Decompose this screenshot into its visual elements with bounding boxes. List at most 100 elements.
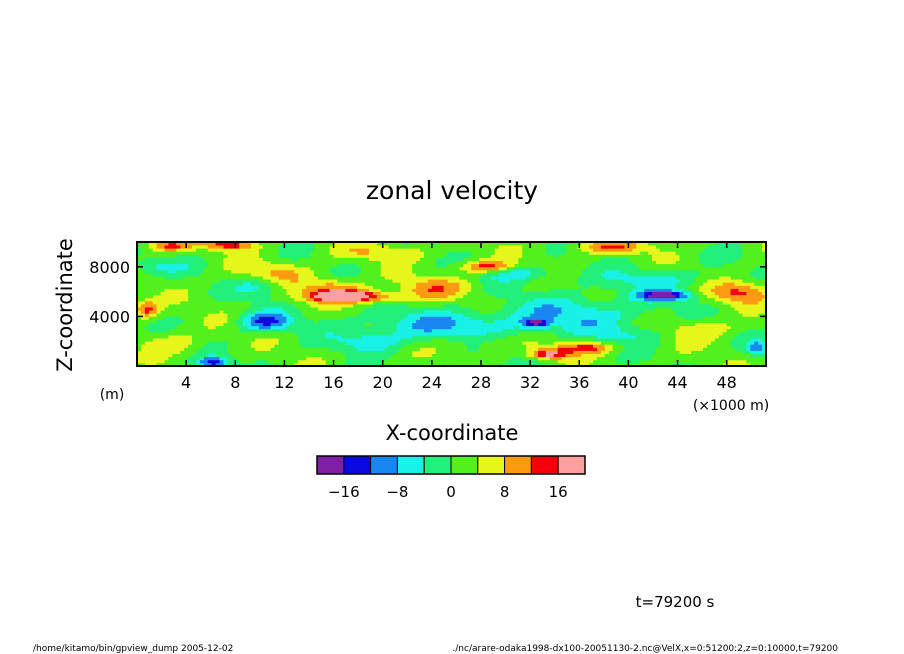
heatmap-cell xyxy=(258,347,264,351)
heatmap-cell xyxy=(758,285,763,289)
heatmap-cell xyxy=(734,276,739,280)
heatmap-cell xyxy=(667,288,673,292)
heatmap-cell xyxy=(479,282,484,286)
heatmap-cell xyxy=(439,359,445,364)
heatmap-cell xyxy=(219,313,224,317)
heatmap-cell xyxy=(235,276,240,280)
heatmap-cell xyxy=(667,310,673,314)
heatmap-cell xyxy=(278,291,283,296)
heatmap-cell xyxy=(608,276,614,280)
heatmap-cell xyxy=(199,310,205,314)
heatmap-cell xyxy=(144,322,150,327)
heatmap-cell xyxy=(730,273,735,277)
heatmap-cell xyxy=(306,307,311,311)
heatmap-cell xyxy=(160,294,165,299)
heatmap-cell xyxy=(148,353,154,358)
heatmap-cell xyxy=(530,353,535,358)
heatmap-cell xyxy=(585,331,590,336)
heatmap-cell xyxy=(192,328,197,333)
heatmap-cell xyxy=(526,322,531,327)
heatmap-cell xyxy=(270,359,275,364)
heatmap-cell xyxy=(569,353,574,358)
heatmap-cell xyxy=(581,279,586,283)
heatmap-cell xyxy=(754,316,759,320)
heatmap-cell xyxy=(451,356,456,361)
heatmap-cell xyxy=(738,269,743,274)
heatmap-cell xyxy=(227,297,232,302)
heatmap-cell xyxy=(321,304,327,308)
heatmap-cell xyxy=(286,288,291,292)
heatmap-cell xyxy=(140,328,146,333)
heatmap-cell xyxy=(726,359,732,364)
heatmap-cell xyxy=(270,335,275,339)
heatmap-cell xyxy=(522,325,527,330)
heatmap-cell xyxy=(376,344,382,348)
heatmap-cell xyxy=(447,335,452,339)
heatmap-cell xyxy=(451,316,456,320)
heatmap-cell xyxy=(648,325,653,330)
heatmap-cell xyxy=(734,331,739,336)
heatmap-cell xyxy=(203,362,209,367)
heatmap-cell xyxy=(707,322,712,327)
heatmap-cell xyxy=(651,273,657,277)
heatmap-cell xyxy=(671,325,676,330)
heatmap-cell xyxy=(648,331,653,336)
heatmap-cell xyxy=(396,359,401,364)
heatmap-cell xyxy=(663,313,669,317)
heatmap-cell xyxy=(530,288,535,292)
heatmap-cell xyxy=(557,335,562,339)
heatmap-cell xyxy=(655,285,661,289)
heatmap-cell xyxy=(710,347,716,351)
heatmap-cell xyxy=(243,316,248,320)
heatmap-cell xyxy=(148,288,154,292)
heatmap-cell xyxy=(235,341,240,345)
heatmap-cell xyxy=(463,288,468,292)
heatmap-cell xyxy=(447,331,452,336)
heatmap-cell xyxy=(223,325,228,330)
heatmap-cell xyxy=(404,359,409,364)
heatmap-cell xyxy=(317,313,323,317)
heatmap-cell xyxy=(722,341,728,345)
heatmap-cell xyxy=(561,362,566,367)
heatmap-cell xyxy=(215,362,220,367)
heatmap-cell xyxy=(247,347,252,351)
heatmap-cell xyxy=(502,279,507,283)
heatmap-cell xyxy=(412,294,417,299)
heatmap-cell xyxy=(321,300,327,305)
heatmap-cell xyxy=(420,356,425,361)
heatmap-cell xyxy=(140,341,146,345)
heatmap-cell xyxy=(585,335,590,339)
heatmap-cell xyxy=(361,285,366,289)
heatmap-cell xyxy=(199,282,205,286)
heatmap-cell xyxy=(353,341,358,345)
heatmap-cell xyxy=(368,304,374,308)
heatmap-cell xyxy=(192,341,197,345)
heatmap-cell xyxy=(722,316,728,320)
heatmap-cell xyxy=(313,325,319,330)
heatmap-cell xyxy=(675,356,680,361)
heatmap-cell xyxy=(530,291,535,296)
heatmap-cell xyxy=(306,269,311,274)
heatmap-cell xyxy=(365,304,370,308)
heatmap-cell xyxy=(687,344,692,348)
heatmap-cell xyxy=(620,294,625,299)
heatmap-cell xyxy=(341,310,346,314)
heatmap-cell xyxy=(577,285,582,289)
heatmap-cell xyxy=(203,341,209,345)
heatmap-cell xyxy=(376,328,382,333)
heatmap-cell xyxy=(471,307,476,311)
heatmap-cell xyxy=(286,285,291,289)
heatmap-cell xyxy=(679,285,684,289)
heatmap-cell xyxy=(718,285,724,289)
heatmap-cell xyxy=(447,347,452,351)
heatmap-cell xyxy=(325,276,331,280)
heatmap-cell xyxy=(526,285,531,289)
heatmap-cell xyxy=(569,291,574,296)
heatmap-cell xyxy=(235,328,240,333)
heatmap-cell xyxy=(655,350,661,354)
heatmap-cell xyxy=(254,285,260,289)
heatmap-cell xyxy=(317,362,323,367)
heatmap-cell xyxy=(262,341,268,345)
heatmap-cell xyxy=(746,297,751,302)
heatmap-cell xyxy=(243,266,248,271)
